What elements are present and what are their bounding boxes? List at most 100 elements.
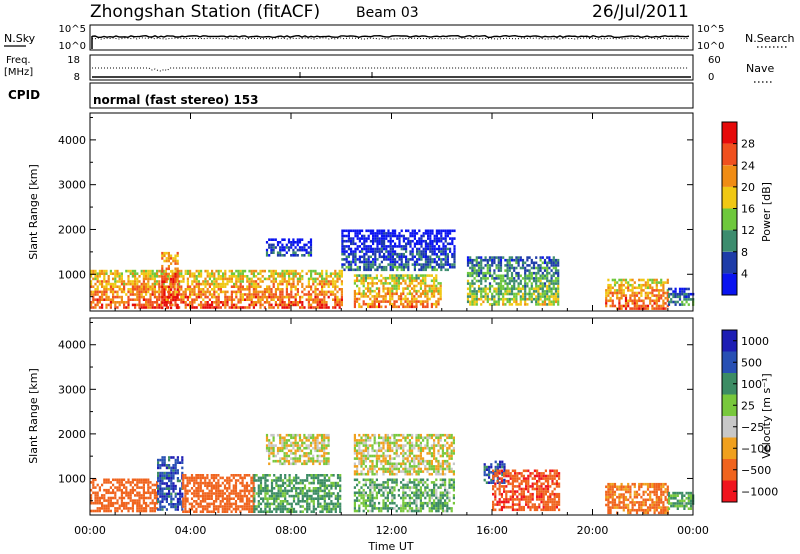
echo-cell [358, 433, 361, 437]
echo-cell [103, 494, 106, 497]
echo-cell [195, 481, 198, 485]
echo-cell [354, 234, 357, 238]
echo-cell [184, 269, 187, 273]
echo-cell [163, 290, 166, 294]
echo-cell [204, 507, 207, 511]
echo-cell [219, 476, 222, 480]
echo-cell [296, 288, 299, 291]
echo-cell [491, 295, 494, 298]
echo-cell [200, 293, 203, 296]
echo-cell [136, 277, 139, 281]
echo-cell [327, 459, 330, 463]
echo-cell [226, 494, 229, 498]
echo-cell [519, 274, 522, 278]
echo-cell [221, 505, 224, 508]
echo-cell [253, 500, 256, 503]
echo-cell [404, 465, 407, 468]
echo-cell [200, 301, 203, 304]
echo-cell [402, 292, 405, 296]
echo-cell [174, 267, 177, 271]
echo-cell [127, 509, 130, 513]
echo-cell [312, 298, 315, 301]
echo-cell [380, 247, 383, 251]
echo-cell [413, 232, 416, 235]
echo-cell [272, 295, 275, 299]
echo-cell [268, 290, 271, 294]
echo-cell [420, 263, 423, 266]
echo-cell [382, 300, 385, 303]
echo-cell [537, 292, 540, 296]
echo-cell [248, 269, 251, 273]
echo-cell [163, 254, 166, 258]
echo-cell [655, 281, 658, 284]
echo-cell [316, 436, 319, 440]
echo-cell [633, 296, 636, 300]
echo-cell [105, 509, 108, 513]
echo-cell [215, 489, 218, 493]
echo-cell [292, 462, 295, 466]
echo-cell [396, 268, 399, 272]
echo-cell [475, 297, 478, 301]
echo-cell [316, 306, 319, 309]
echo-cell [266, 500, 269, 503]
echo-cell [404, 470, 407, 473]
echo-cell [440, 263, 443, 266]
echo-cell [426, 292, 429, 296]
echo-cell [294, 454, 297, 458]
freq-left-tick-bottom: 8 [74, 72, 80, 83]
echo-cell [250, 293, 253, 296]
echo-cell [384, 449, 387, 453]
echo-cell [384, 441, 387, 445]
echo-cell [112, 288, 115, 291]
echo-cell [683, 298, 686, 301]
echo-cell [237, 269, 240, 273]
echo-cell [360, 454, 363, 458]
echo-cell [440, 229, 443, 233]
echo-cell [353, 292, 356, 296]
echo-cell [422, 250, 425, 253]
echo-cell [259, 290, 262, 294]
echo-cell [651, 307, 654, 310]
echo-cell [444, 263, 447, 266]
echo-cell [526, 277, 529, 280]
echo-cell [295, 489, 298, 493]
echo-cell [204, 500, 207, 503]
echo-cell [168, 477, 171, 480]
echo-cell [321, 275, 324, 278]
echo-cell [264, 494, 267, 498]
echo-cell [147, 269, 150, 273]
echo-cell [419, 284, 422, 288]
echo-cell [486, 269, 489, 272]
echo-cell [402, 274, 405, 277]
echo-cell [290, 301, 293, 304]
echo-cell [666, 299, 669, 303]
echo-cell [552, 284, 555, 288]
echo-cell [268, 243, 271, 247]
echo-cell [340, 275, 343, 278]
echo-cell [301, 254, 304, 257]
echo-cell [274, 454, 277, 458]
echo-cell [382, 467, 385, 471]
echo-cell [530, 295, 533, 298]
echo-cell [145, 507, 148, 510]
echo-cell [369, 265, 372, 269]
echo-cell [491, 261, 494, 265]
echo-cell [374, 237, 377, 240]
echo-cell [395, 446, 398, 450]
echo-cell [191, 306, 194, 309]
echo-cell [193, 492, 196, 495]
echo-cell [165, 267, 168, 271]
echo-cell [405, 229, 408, 233]
echo-cell [318, 449, 321, 453]
echo-cell [176, 303, 179, 307]
echo-cell [176, 456, 179, 459]
echo-cell [389, 232, 392, 235]
echo-cell [409, 258, 412, 261]
echo-cell [539, 269, 542, 272]
echo-cell [521, 292, 525, 296]
echo-cell [433, 239, 436, 243]
echo-cell [180, 275, 183, 278]
echo-cell [406, 436, 409, 440]
echo-cell [416, 260, 419, 264]
echo-cell [286, 500, 289, 503]
